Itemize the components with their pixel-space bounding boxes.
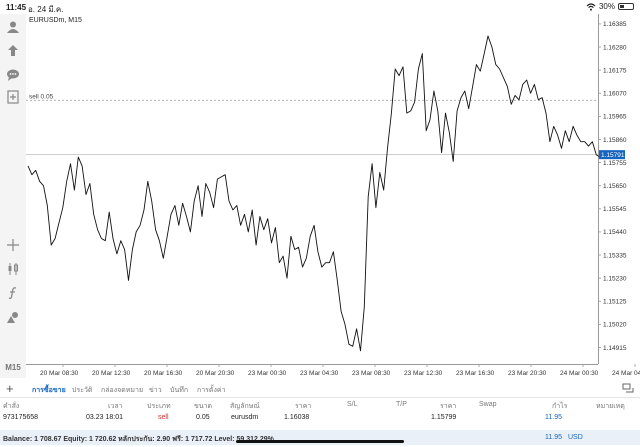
cell-profit: 11.95 [545, 414, 562, 421]
cell-order: 973175658 [3, 414, 39, 421]
table-row[interactable]: 973175658 03.23 18:01 sell 0.05 eurusdm … [0, 414, 640, 428]
cell-type: sell [158, 414, 169, 421]
header-time: เวลา [108, 403, 123, 410]
x-tick-label: 20 Mar 08:30 [40, 370, 79, 377]
x-tick-label: 23 Mar 08:30 [352, 370, 391, 377]
header-sl: S/L [347, 401, 358, 408]
x-tick-label: 23 Mar 16:30 [456, 370, 495, 377]
x-tick-label: 23 Mar 12:30 [404, 370, 443, 377]
current-price-label: 1.15791 [601, 152, 625, 159]
x-tick-label: 23 Mar 04:30 [300, 370, 339, 377]
tab-trade[interactable]: การซื้อขาย [32, 387, 66, 394]
cell-open-price: 1.16038 [284, 414, 310, 421]
y-tick-label: 1.15650 [603, 183, 627, 190]
status-date: อ. 24 มี.ค. [28, 5, 64, 14]
chart-title: EURUSDm, M15 [29, 17, 82, 24]
terminal-tabs: + การซื้อขาย ประวัติ กล่องจดหมาย ข่าว บั… [0, 381, 640, 398]
wifi-icon [586, 2, 596, 11]
tab-history[interactable]: ประวัติ [72, 387, 93, 394]
account-icon[interactable] [4, 18, 22, 36]
current-price-tag [599, 150, 625, 160]
trade-table-header: คำสั่ง เวลา ประเภท ขนาด สัญลักษณ์ ราคา S… [0, 401, 640, 413]
function-icon[interactable] [4, 284, 22, 302]
x-tick-label: 23 Mar 20:30 [508, 370, 547, 377]
crosshair-icon[interactable] [4, 236, 22, 254]
y-tick-label: 1.15020 [603, 322, 627, 329]
battery-fill [620, 5, 624, 8]
price-line [27, 35, 605, 352]
header-volume: ขนาด [194, 403, 213, 410]
header-open-price: ราคา [295, 403, 312, 410]
y-tick-label: 1.15335 [603, 252, 627, 259]
status-bar: 11:45 อ. 24 มี.ค. 30% [0, 0, 640, 14]
header-symbol: สัญลักษณ์ [230, 403, 260, 410]
y-tick-label: 1.15125 [603, 299, 627, 306]
y-tick-label: 1.16385 [603, 21, 627, 28]
timeframe-label[interactable]: M15 [5, 363, 21, 372]
account-currency: USD [568, 434, 583, 441]
add-icon[interactable]: + [6, 381, 14, 396]
balance-bar: Balance: 1 708.67 Equity: 1 720.62 หลักป… [0, 430, 640, 445]
header-swap: Swap [479, 401, 497, 408]
x-tick-label: 23 Mar 00:30 [248, 370, 287, 377]
order-line-label: sell 0.05 [29, 93, 54, 100]
y-tick-label: 1.15545 [603, 206, 627, 213]
x-tick-label: 20 Mar 16:30 [144, 370, 183, 377]
tab-news[interactable]: ข่าว [149, 387, 162, 394]
x-tick-label: 20 Mar 12:30 [92, 370, 131, 377]
tab-journal[interactable]: บันทึก [170, 387, 189, 394]
header-order: คำสั่ง [3, 403, 20, 410]
chart-toolbar: M15 [0, 14, 26, 378]
tab-settings[interactable]: การตั้งค่า [197, 387, 226, 394]
chart-canvas[interactable]: sell 0.05 1.16385 1.16280 1.16175 1.16070 1.… [26, 14, 640, 378]
home-indicator [236, 440, 404, 443]
battery-percent: 30% [598, 2, 615, 11]
x-tick-label: 20 Mar 20:30 [196, 370, 235, 377]
status-time: 11:45 [6, 3, 27, 12]
y-tick-label: 1.16280 [603, 44, 627, 51]
header-tp: T/P [396, 401, 407, 408]
total-profit: 11.95 [545, 434, 562, 441]
price-chart[interactable]: sell 0.05 1.16385 1.16280 1.16175 1.16070 1.… [26, 14, 640, 378]
header-profit: กำไร [552, 403, 568, 410]
y-tick-label: 1.14915 [603, 345, 627, 352]
header-type: ประเภท [147, 403, 171, 410]
cell-volume: 0.05 [196, 414, 210, 421]
status-indicators: 30% [586, 2, 634, 11]
expand-panel-icon[interactable] [622, 383, 634, 395]
y-tick-label: 1.15440 [603, 229, 627, 236]
y-tick-label: 1.16070 [603, 91, 627, 98]
candlestick-icon[interactable] [4, 260, 22, 278]
y-tick-label: 1.15230 [603, 275, 627, 282]
x-tick-label: 24 Mar 00:30 [560, 370, 599, 377]
y-tick-label: 1.15860 [603, 137, 627, 144]
add-indicator-icon[interactable] [4, 88, 22, 106]
y-tick-label: 1.16175 [603, 67, 627, 74]
battery-icon [618, 3, 634, 10]
cell-symbol: eurusdm [231, 414, 259, 421]
chat-icon[interactable] [4, 66, 22, 84]
cell-price: 1.15799 [431, 414, 457, 421]
objects-icon[interactable] [4, 308, 22, 326]
y-tick-label: 1.15755 [603, 160, 627, 167]
header-price: ราคา [440, 403, 457, 410]
header-comment: หมายเหตุ [596, 403, 625, 410]
balance-summary: Balance: 1 708.67 Equity: 1 720.62 หลักป… [3, 436, 274, 443]
cell-time: 03.23 18:01 [86, 414, 123, 421]
tab-mailbox[interactable]: กล่องจดหมาย [101, 387, 144, 394]
y-tick-label: 1.15965 [603, 114, 627, 121]
x-tick-label: 24 Mar 04:3 [612, 370, 640, 377]
move-icon[interactable] [4, 42, 22, 60]
